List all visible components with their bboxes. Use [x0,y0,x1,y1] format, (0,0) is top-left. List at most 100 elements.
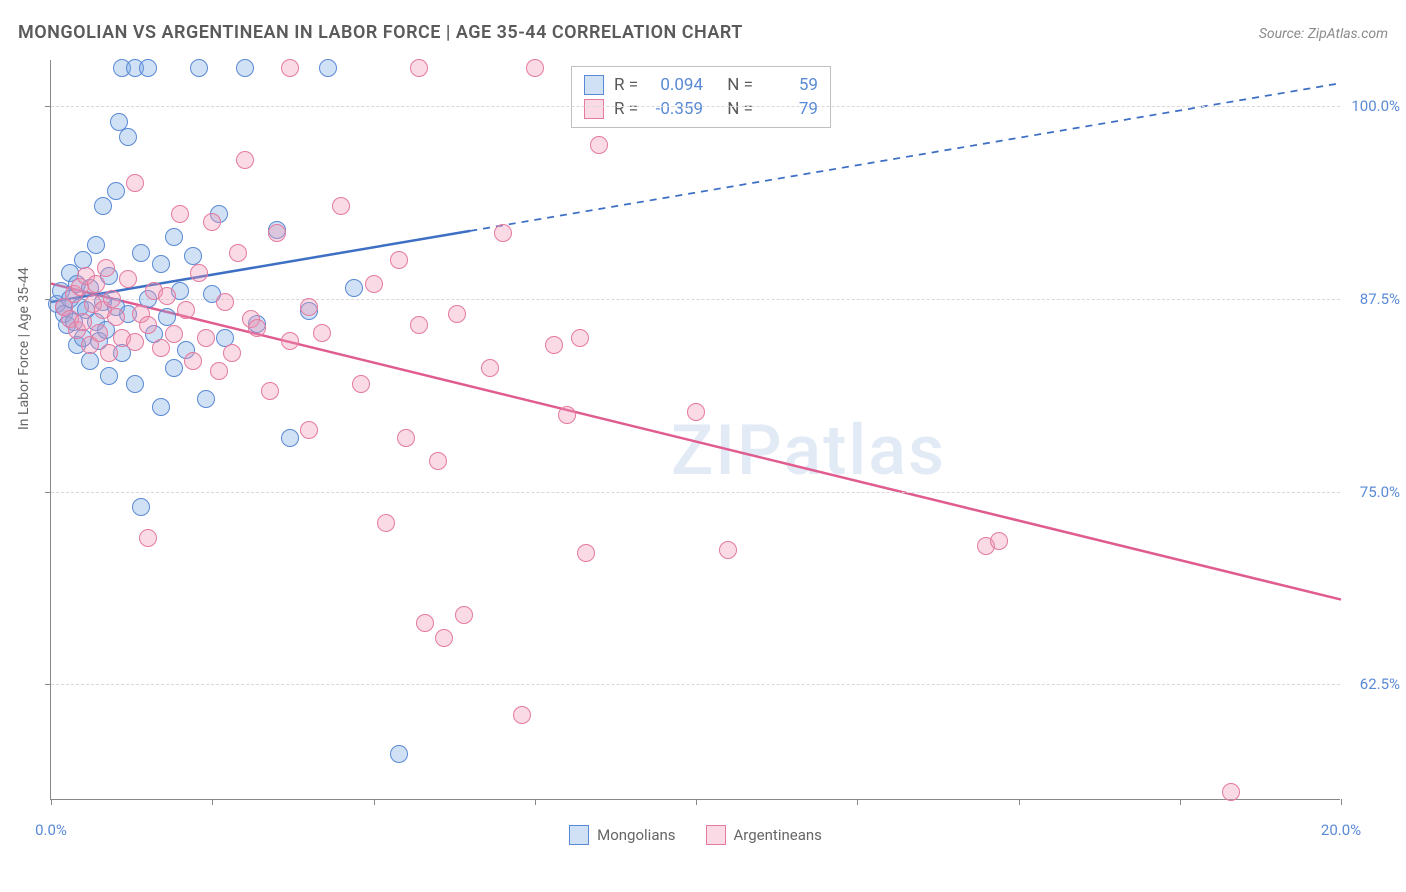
data-point-argentineans [197,329,215,347]
data-point-mongolians [100,367,118,385]
data-point-mongolians [158,308,176,326]
data-point-argentineans [990,532,1008,550]
y-tick [45,684,51,685]
r-label: R = [614,99,638,119]
data-point-mongolians [87,236,105,254]
data-point-argentineans [268,224,286,242]
data-point-argentineans [229,244,247,262]
data-point-argentineans [1222,783,1240,801]
y-tick-label: 75.0% [1345,483,1400,501]
data-point-argentineans [216,293,234,311]
regression-line-argentineans [51,284,1341,600]
chart-title: MONGOLIAN VS ARGENTINEAN IN LABOR FORCE … [18,22,743,43]
data-point-argentineans [203,213,221,231]
swatch-argentineans [584,99,604,119]
x-tick [696,799,697,805]
data-point-argentineans [126,333,144,351]
data-point-mongolians [81,352,99,370]
swatch-mongolians [584,75,604,95]
data-point-argentineans [313,324,331,342]
data-point-argentineans [139,529,157,547]
n-label: N = [727,75,753,95]
y-tick-label: 87.5% [1345,290,1400,308]
data-point-mongolians [236,59,254,77]
legend-label-mongolians: Mongolians [597,826,675,844]
swatch-mongolians-icon [569,825,589,845]
n-value-argentineans: 79 [763,99,818,119]
data-point-argentineans [410,316,428,334]
r-label: R = [614,75,638,95]
data-point-argentineans [87,275,105,293]
data-point-argentineans [435,629,453,647]
data-point-argentineans [300,298,318,316]
data-point-argentineans [687,403,705,421]
data-point-mongolians [165,228,183,246]
y-tick [45,106,51,107]
legend-label-argentineans: Argentineans [734,826,822,844]
data-point-argentineans [158,287,176,305]
data-point-argentineans [261,382,279,400]
data-point-argentineans [448,305,466,323]
gridline [51,299,1340,300]
data-point-argentineans [571,329,589,347]
data-point-mongolians [152,398,170,416]
data-point-argentineans [397,429,415,447]
x-tick [1341,799,1342,805]
x-tick-label-right: 20.0% [1321,821,1361,839]
data-point-mongolians [126,375,144,393]
data-point-argentineans [455,606,473,624]
x-tick [374,799,375,805]
data-point-argentineans [236,151,254,169]
data-point-argentineans [377,514,395,532]
y-tick-label: 62.5% [1345,675,1400,693]
data-point-argentineans [171,205,189,223]
data-point-argentineans [152,339,170,357]
data-point-argentineans [177,301,195,319]
regression-lines [51,60,1341,800]
gridline [51,492,1340,493]
gridline [51,106,1340,107]
data-point-mongolians [281,429,299,447]
watermark: ZIPatlas [671,410,946,492]
data-point-argentineans [390,251,408,269]
data-point-argentineans [190,264,208,282]
x-tick [51,799,52,805]
data-point-argentineans [210,362,228,380]
data-point-argentineans [719,541,737,559]
data-point-mongolians [197,390,215,408]
data-point-argentineans [100,344,118,362]
data-point-argentineans [281,59,299,77]
data-point-argentineans [139,316,157,334]
data-point-argentineans [119,270,137,288]
data-point-argentineans [365,275,383,293]
correlation-legend: R = 0.094 N = 59 R = -0.359 N = 79 [571,66,831,128]
r-value-mongolians: 0.094 [648,75,703,95]
data-point-argentineans [526,59,544,77]
data-point-argentineans [248,319,266,337]
x-tick [1180,799,1181,805]
y-axis-label: In Labor Force | Age 35-44 [16,267,32,430]
data-point-argentineans [126,174,144,192]
n-value-mongolians: 59 [763,75,818,95]
data-point-mongolians [165,359,183,377]
scatter-chart: ZIPatlas R = 0.094 N = 59 R = -0.359 N =… [50,60,1340,800]
data-point-argentineans [410,59,428,77]
data-point-mongolians [390,745,408,763]
data-point-argentineans [332,197,350,215]
data-point-argentineans [429,452,447,470]
data-point-argentineans [107,308,125,326]
legend-item-mongolians: Mongolians [569,825,675,845]
data-point-argentineans [590,136,608,154]
data-point-argentineans [494,224,512,242]
data-point-argentineans [90,324,108,342]
data-point-mongolians [94,197,112,215]
data-point-argentineans [74,313,92,331]
data-point-mongolians [119,128,137,146]
data-point-argentineans [416,614,434,632]
bottom-legend: Mongolians Argentineans [51,825,1340,845]
data-point-argentineans [281,332,299,350]
data-point-mongolians [345,279,363,297]
data-point-argentineans [352,375,370,393]
x-tick [1019,799,1020,805]
data-point-argentineans [481,359,499,377]
